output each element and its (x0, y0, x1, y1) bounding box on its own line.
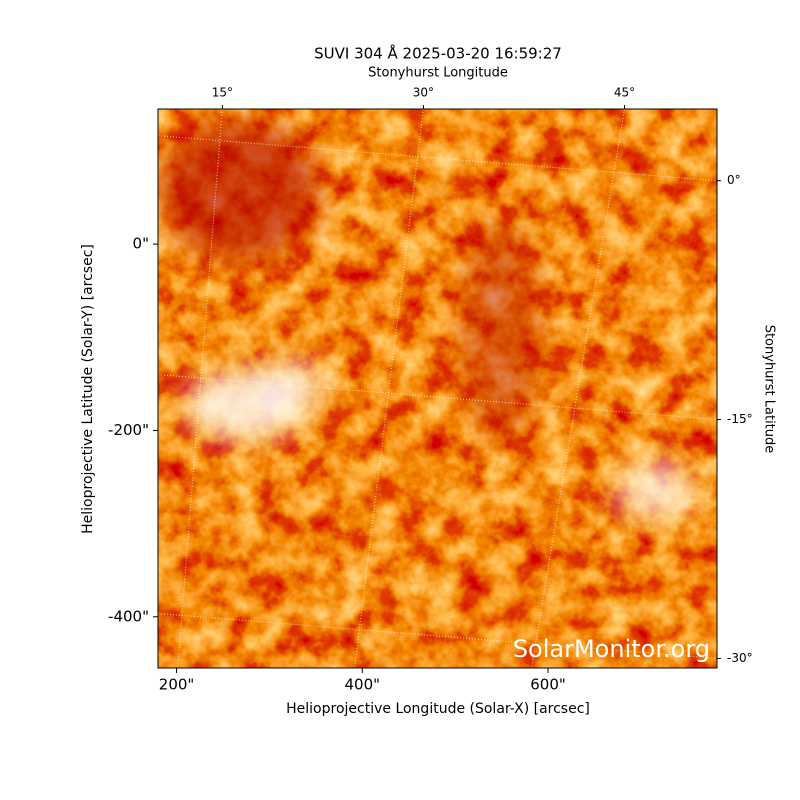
y2-grid-line (158, 612, 717, 659)
y-axis-label: Helioprojective Latitude (Solar-Y) [arcs… (80, 244, 96, 534)
x2-axis-label: Stonyhurst Longitude (368, 66, 508, 81)
y2-tick-label: -15° (727, 412, 753, 426)
bright-regions (160, 120, 695, 520)
x2-grid-line (177, 109, 223, 668)
watermark: SolarMonitor.org (513, 635, 710, 663)
x-tick-label: 200" (159, 676, 195, 694)
y2-grid-line (158, 374, 717, 421)
grid (158, 109, 717, 668)
x-axis-label: Helioprojective Longitude (Solar-X) [arc… (286, 701, 590, 717)
y-tick-label: -400" (108, 607, 149, 625)
x-tick-label: 600" (530, 676, 566, 694)
y2-axis-label: Stonyhurst Latitude (762, 325, 777, 454)
y2-tick-label: 0° (727, 173, 741, 187)
x2-tick-label: 15° (212, 86, 233, 100)
x-tick-label: 400" (345, 676, 381, 694)
y2-tick-label: -30° (727, 651, 753, 665)
x2-tick-label: 45° (614, 86, 635, 100)
solar-image (158, 109, 717, 668)
x2-grid-line (354, 109, 424, 668)
y-tick-label: -200" (108, 421, 149, 439)
plot-frame (157, 108, 718, 669)
y-tick-label: 0" (133, 235, 149, 253)
y2-grid-line (158, 135, 717, 182)
chart-title: SUVI 304 Å 2025-03-20 16:59:27 (314, 44, 562, 63)
x2-tick-label: 30° (413, 86, 434, 100)
